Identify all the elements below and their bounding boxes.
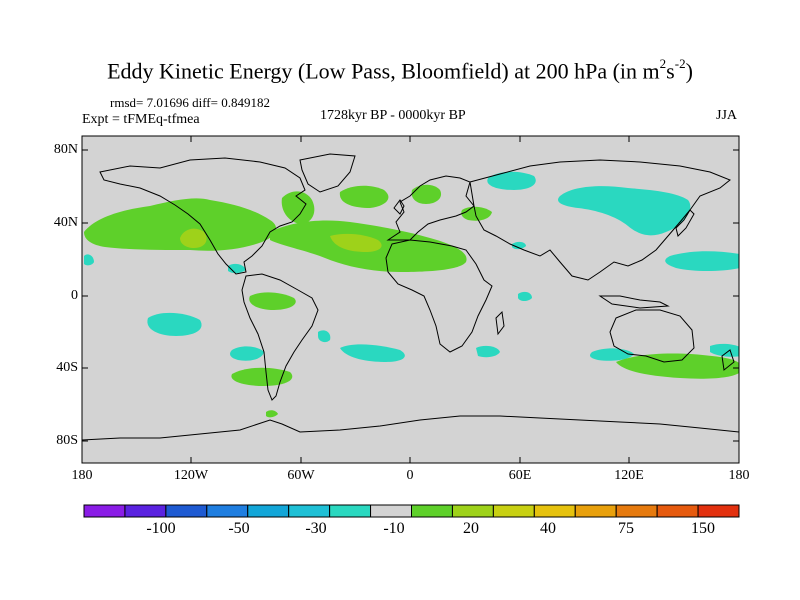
positive-region-canada-atlantic: [281, 191, 315, 224]
coastline-antarctica: [82, 415, 739, 441]
lat-label-40n: 40N: [53, 215, 78, 230]
lon-label-180e: 180: [728, 468, 750, 483]
negative-region-west-pacific: [84, 254, 94, 266]
coastline-africa: [385, 239, 493, 353]
positive-region-south-australia: [616, 353, 739, 379]
colorbar-swatch-7: [370, 504, 412, 518]
positive-region-drake: [266, 410, 278, 418]
colorbar-label-150: 150: [691, 520, 715, 537]
coastline-new-zealand: [721, 349, 735, 371]
coastline-asia: [469, 159, 731, 281]
coastline-europe: [386, 175, 475, 241]
colorbar: [83, 504, 740, 518]
colorbar-swatch-1: [124, 504, 167, 518]
axis-ticks: [82, 136, 739, 463]
coastlines: [82, 153, 739, 441]
colorbar-label-75: 75: [618, 520, 634, 537]
positive-region-north-pacific: [84, 198, 277, 251]
lon-label-60w: 60W: [287, 468, 315, 483]
negative-region-south-pacific: [230, 346, 264, 361]
strong-region-north-pacific: [180, 228, 207, 248]
coastline-south-america: [241, 273, 319, 401]
rmsd-label: rmsd= 7.01696 diff= 0.849182: [110, 95, 270, 110]
positive-region-central-atlantic: [339, 185, 389, 208]
lon-label-120e: 120E: [614, 468, 644, 483]
colorbar-swatch-2: [165, 504, 208, 518]
colorbar-label-minus30: -30: [305, 520, 327, 537]
coastline-uk: [393, 199, 405, 215]
lon-label-120w: 120W: [173, 468, 209, 483]
negative-region-south-atlantic: [340, 344, 405, 362]
lat-label-80s: 80S: [56, 433, 78, 448]
positive-region-south-america: [231, 367, 293, 386]
negative-region-siberia: [558, 186, 691, 236]
colorbar-swatch-0: [83, 504, 126, 518]
lat-label-0: 0: [71, 288, 78, 303]
colorbar-swatch-9: [451, 504, 494, 518]
negative-region-arabia: [512, 241, 526, 250]
coastline-australia: [609, 309, 695, 363]
negative-region-indian-ocean: [476, 345, 500, 358]
colorbar-label-minus50: -50: [228, 520, 250, 537]
negative-region-africa-south: [318, 330, 331, 343]
negative-region-northern-russia: [487, 171, 536, 190]
coastline-madagascar: [495, 310, 505, 336]
colorbar-swatch-14: [656, 504, 699, 518]
lon-label-60e: 60E: [508, 468, 532, 483]
coastline-indonesia: [598, 295, 670, 309]
lon-label-0: 0: [406, 468, 414, 483]
map-background: [82, 136, 739, 463]
colorbar-swatch-11: [533, 504, 576, 518]
colorbar-label-20: 20: [463, 520, 479, 537]
anomaly-fields: [84, 171, 739, 418]
experiment-label: Expt = tFMEq-tfmea: [82, 112, 200, 127]
colorbar-swatch-4: [247, 504, 290, 518]
colorbar-swatch-12: [574, 504, 617, 518]
colorbar-swatch-10: [492, 504, 535, 518]
colorbar-swatch-8: [411, 504, 453, 518]
chart-title: Eddy Kinetic Energy (Low Pass, Bloomfiel…: [107, 56, 693, 84]
strong-region-atlantic: [330, 233, 382, 252]
lat-label-80n: 80N: [53, 142, 78, 157]
colorbar-swatch-3: [206, 504, 249, 518]
positive-region-scandinavia: [411, 184, 442, 204]
colorbar-label-40: 40: [540, 520, 556, 537]
colorbar-label-minus100: -100: [146, 520, 176, 537]
lat-label-40s: 40S: [56, 360, 78, 375]
colorbar-swatch-15: [697, 504, 740, 518]
negative-region-madagascar: [518, 291, 532, 301]
lon-label-180w: 180: [71, 468, 93, 483]
negative-region-southeast-pacific: [147, 312, 202, 336]
negative-region-southern-ocean: [710, 343, 739, 357]
colorbar-swatch-5: [288, 504, 331, 518]
colorbar-swatch-6: [329, 504, 372, 518]
negative-region-north-pacific: [665, 251, 739, 271]
positive-region-eastern-pacific: [249, 292, 296, 310]
colorbar-label-minus10: -10: [383, 520, 405, 537]
coastline-japan: [675, 209, 695, 237]
colorbar-swatch-13: [615, 504, 658, 518]
coastline-greenland: [299, 153, 356, 193]
period-label: 1728kyr BP - 0000kyr BP: [320, 108, 466, 123]
season-label: JJA: [716, 108, 738, 123]
coastline-north-america: [99, 157, 307, 275]
